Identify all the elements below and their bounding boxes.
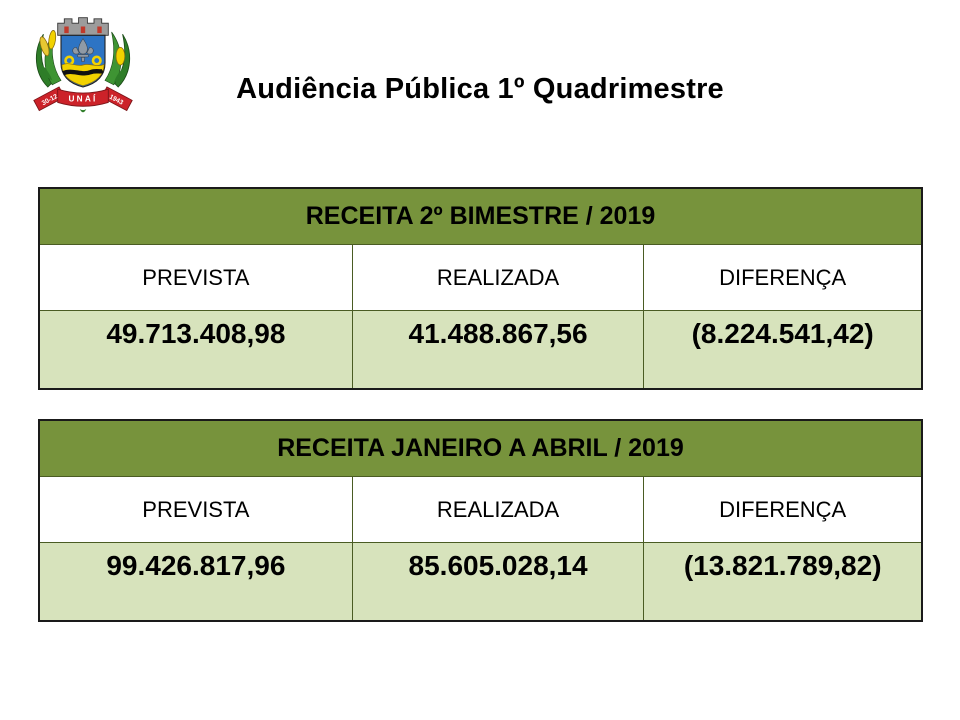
right-scroll-icon — [91, 55, 102, 66]
table-receita-janeiro-abril: RECEITA JANEIRO A ABRIL / 2019 PREVISTA … — [38, 419, 923, 622]
table-title: RECEITA 2º BIMESTRE / 2019 — [40, 189, 921, 245]
value-realizada: 41.488.867,56 — [353, 311, 645, 388]
table-header-row: PREVISTA REALIZADA DIFERENÇA — [40, 245, 921, 311]
unai-coat-of-arms-logo: 30-12 1943 UNAÍ — [33, 17, 133, 113]
column-header-diferenca: DIFERENÇA — [719, 496, 847, 522]
cotton-branch-icon — [104, 31, 130, 88]
column-header-prevista: PREVISTA — [40, 245, 353, 310]
value-diferenca: (13.821.789,82) — [683, 550, 882, 581]
table-title: RECEITA JANEIRO A ABRIL / 2019 — [40, 421, 921, 477]
table-header-row: PREVISTA REALIZADA DIFERENÇA — [40, 477, 921, 543]
corn-stalks-icon — [36, 30, 62, 88]
value-diferenca: (8.224.541,42) — [691, 318, 874, 349]
mural-crown-icon — [57, 17, 109, 36]
value-prevista: 99.426.817,96 — [40, 543, 353, 620]
value-realizada: 85.605.028,14 — [353, 543, 645, 620]
ribbon-banner: 30-12 1943 UNAÍ — [33, 86, 133, 113]
table-value-row: 49.713.408,98 41.488.867,56 (8.224.541,4… — [40, 311, 921, 388]
table-receita-bimestre: RECEITA 2º BIMESTRE / 2019 PREVISTA REAL… — [38, 187, 923, 390]
column-header-realizada: REALIZADA — [353, 245, 645, 310]
ribbon-municipality-name: UNAÍ — [69, 93, 98, 103]
value-prevista: 49.713.408,98 — [40, 311, 353, 388]
shield-icon — [60, 34, 106, 88]
page-title: Audiência Pública 1º Quadrimestre — [236, 73, 724, 105]
fleur-de-lis-icon — [72, 38, 94, 62]
column-header-diferenca: DIFERENÇA — [719, 264, 847, 290]
black-wave-band — [62, 68, 104, 76]
bottom-sprig-icon — [79, 109, 87, 113]
table-value-row: 99.426.817,96 85.605.028,14 (13.821.789,… — [40, 543, 921, 620]
column-header-prevista: PREVISTA — [40, 477, 353, 542]
column-header-realizada: REALIZADA — [353, 477, 645, 542]
